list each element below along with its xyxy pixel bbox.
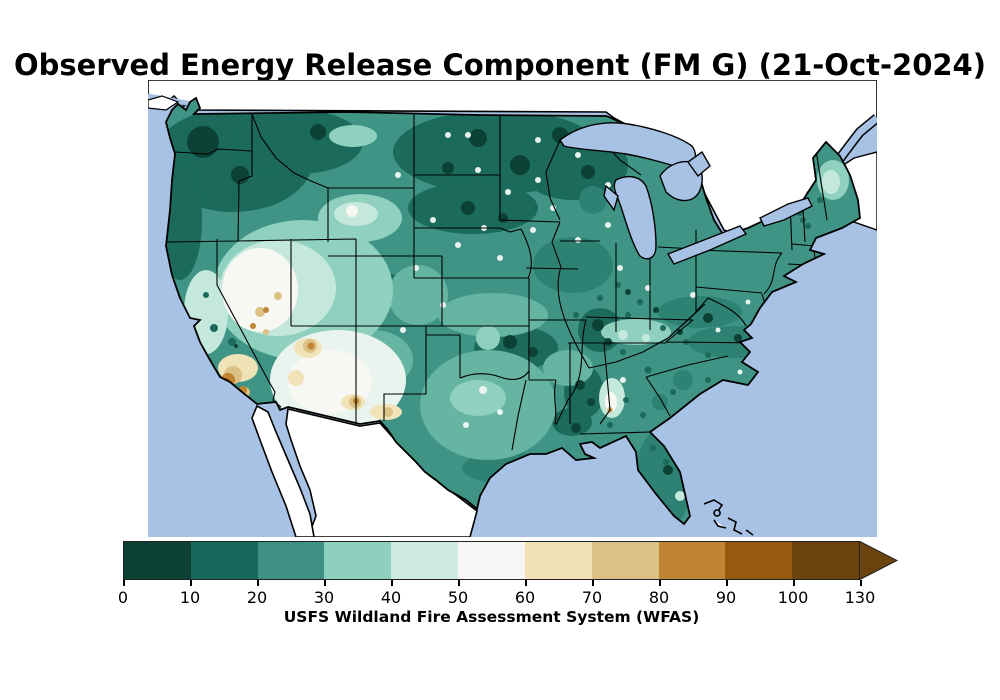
colorbar-axis-label: USFS Wildland Fire Assessment System (WF…	[283, 608, 700, 626]
us-erc-contour-map	[148, 80, 877, 537]
green-bay	[603, 184, 619, 212]
colorbar-tick-label: 80	[648, 588, 670, 607]
colorbar-tick	[592, 580, 594, 586]
bahamas-islands	[703, 499, 754, 536]
baja-california	[251, 404, 315, 537]
lake-huron	[659, 160, 703, 202]
colorbar-tick	[726, 580, 728, 586]
colorbar-tick	[458, 580, 460, 586]
colorbar-tick-label: 0	[117, 588, 129, 607]
vancouver-island	[148, 95, 180, 111]
lake-ontario	[759, 197, 813, 227]
lake-michigan	[613, 175, 657, 260]
colorbar-segment-10	[792, 542, 859, 579]
colorbar-tick	[659, 580, 661, 586]
colorbar-segment-5	[458, 542, 525, 579]
colorbar-tick	[860, 580, 862, 586]
figure-title: Observed Energy Release Component (FM G)…	[13, 48, 986, 82]
colorbar-segment-2	[257, 542, 325, 579]
great-lakes	[559, 122, 813, 265]
mexico-mainland	[285, 408, 478, 537]
colorbar-tick	[257, 580, 259, 586]
colorbar-tick-label: 20	[246, 588, 268, 607]
colorbar-tick-label: 60	[514, 588, 536, 607]
colorbar-tick-label: 90	[715, 588, 737, 607]
colorbar-segments	[123, 541, 860, 580]
colorbar-segment-1	[190, 542, 258, 579]
colorbar-tick-label: 10	[179, 588, 201, 607]
colorbar-ticks	[123, 580, 862, 586]
colorbar: 0 10 20 30 40 50 60 70 80 90 100 130	[118, 541, 899, 607]
colorbar-tick	[391, 580, 393, 586]
colorbar-tick-label: 130	[844, 588, 876, 607]
map-canvas	[148, 80, 877, 537]
lake-erie	[666, 225, 748, 265]
georgian-bay	[687, 150, 711, 178]
colorbar-segment-8	[658, 542, 726, 579]
colorbar-tick-label: 100	[777, 588, 809, 607]
colorbar-tick	[525, 580, 527, 586]
colorbar-segment-4	[391, 542, 459, 579]
colorbar-tick	[190, 580, 192, 586]
colorbar-tick-label: 30	[313, 588, 335, 607]
colorbar-extend-arrow	[860, 541, 899, 580]
colorbar-segment-9	[725, 542, 793, 579]
colorbar-tick	[324, 580, 326, 586]
colorbar-tick-labels: 0 10 20 30 40 50 60 70 80 90 100 130	[118, 588, 875, 608]
colorbar-tick-label: 70	[581, 588, 603, 607]
colorbar-segment-6	[524, 542, 592, 579]
colorbar-tick	[793, 580, 795, 586]
colorbar-tick	[123, 580, 125, 586]
state-borders	[166, 113, 839, 451]
colorbar-tick-label: 40	[380, 588, 402, 607]
colorbar-tick-label: 50	[447, 588, 469, 607]
colorbar-segment-7	[591, 542, 659, 579]
colorbar-segment-0	[124, 542, 191, 579]
colorbar-segment-3	[324, 542, 392, 579]
